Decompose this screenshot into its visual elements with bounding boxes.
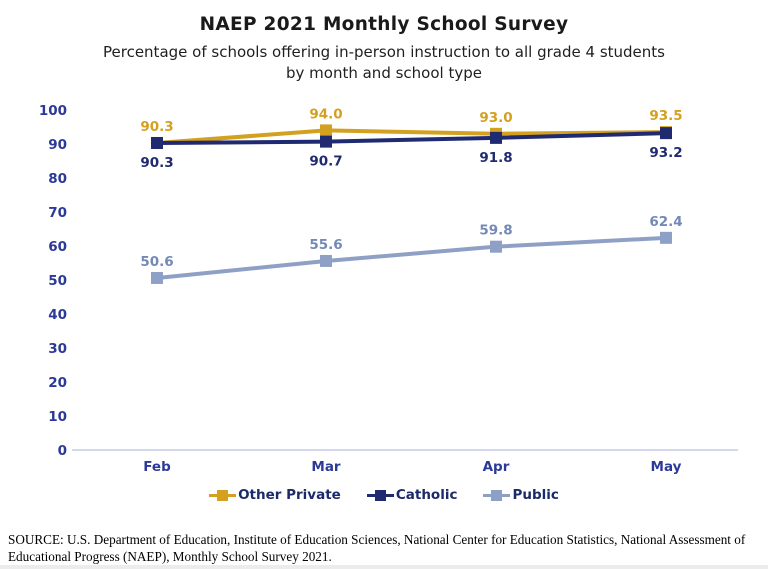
y-tick-label-40: 40 xyxy=(48,307,67,323)
y-tick-label-0: 0 xyxy=(58,443,67,459)
x-tick-label-feb: Feb xyxy=(143,459,171,475)
y-tick-label-80: 80 xyxy=(48,171,67,187)
x-tick-label-apr: Apr xyxy=(483,459,510,475)
value-label-catholic-apr: 91.8 xyxy=(479,150,512,166)
value-label-public-mar: 55.6 xyxy=(309,237,342,253)
source-note: SOURCE: U.S. Department of Education, In… xyxy=(8,532,746,565)
y-tick-label-70: 70 xyxy=(48,205,67,221)
value-label-other-private-apr: 93.0 xyxy=(479,110,512,126)
value-label-public-may: 62.4 xyxy=(649,214,682,230)
legend-swatch-catholic-icon xyxy=(366,489,394,502)
marker-public-mar xyxy=(320,254,332,267)
chart-legend: Other Private Catholic Public xyxy=(0,487,768,503)
legend-label-catholic: Catholic xyxy=(395,487,458,503)
chart-subtitle-line-1: Percentage of schools offering in-person… xyxy=(103,43,665,61)
series-line-public xyxy=(156,235,667,280)
legend-swatch-public-icon xyxy=(483,489,511,502)
value-label-other-private-feb: 90.3 xyxy=(140,119,173,135)
marker-public-may xyxy=(660,231,672,244)
series-line-other-private xyxy=(156,128,667,145)
legend-item-catholic: Catholic xyxy=(366,487,458,503)
value-label-catholic-feb: 90.3 xyxy=(140,155,173,171)
legend-item-public: Public xyxy=(483,487,559,503)
marker-other-private-mar xyxy=(320,124,332,137)
legend-label-public: Public xyxy=(512,487,559,503)
value-label-public-feb: 50.6 xyxy=(140,254,173,270)
y-tick-label-90: 90 xyxy=(48,137,67,153)
line-chart: 0 10 20 30 40 50 60 70 80 90 100 Feb Mar Apr May 90.3 94… xyxy=(39,103,738,475)
legend-label-other-private: Other Private xyxy=(238,487,341,503)
legend-item-other-private: Other Private xyxy=(209,487,341,503)
y-tick-label-60: 60 xyxy=(48,239,67,255)
y-tick-label-10: 10 xyxy=(48,409,67,425)
series-line-catholic xyxy=(156,131,667,145)
y-tick-label-20: 20 xyxy=(48,375,67,391)
y-tick-label-50: 50 xyxy=(48,273,67,289)
chart-subtitle: Percentage of schools offering in-person… xyxy=(0,42,768,85)
bottom-edge-strip xyxy=(0,565,768,569)
chart-subtitle-line-2: by month and school type xyxy=(286,64,482,83)
marker-catholic-feb xyxy=(151,136,163,149)
x-tick-label-may: May xyxy=(651,459,682,475)
legend-swatch-other-private-icon xyxy=(209,489,237,502)
y-tick-label-100: 100 xyxy=(39,103,67,119)
marker-public-feb xyxy=(151,271,163,284)
marker-catholic-may xyxy=(660,127,672,140)
y-tick-label-30: 30 xyxy=(48,341,67,357)
value-label-public-apr: 59.8 xyxy=(479,223,512,239)
value-label-catholic-mar: 90.7 xyxy=(309,154,342,170)
marker-catholic-apr xyxy=(490,131,502,144)
value-label-other-private-may: 93.5 xyxy=(649,108,682,124)
x-tick-label-mar: Mar xyxy=(311,459,341,475)
marker-public-apr xyxy=(490,240,502,253)
chart-title: NAEP 2021 Monthly School Survey xyxy=(199,14,569,35)
value-label-other-private-mar: 94.0 xyxy=(309,106,342,122)
marker-catholic-mar xyxy=(320,135,332,148)
value-label-catholic-may: 93.2 xyxy=(649,145,682,161)
